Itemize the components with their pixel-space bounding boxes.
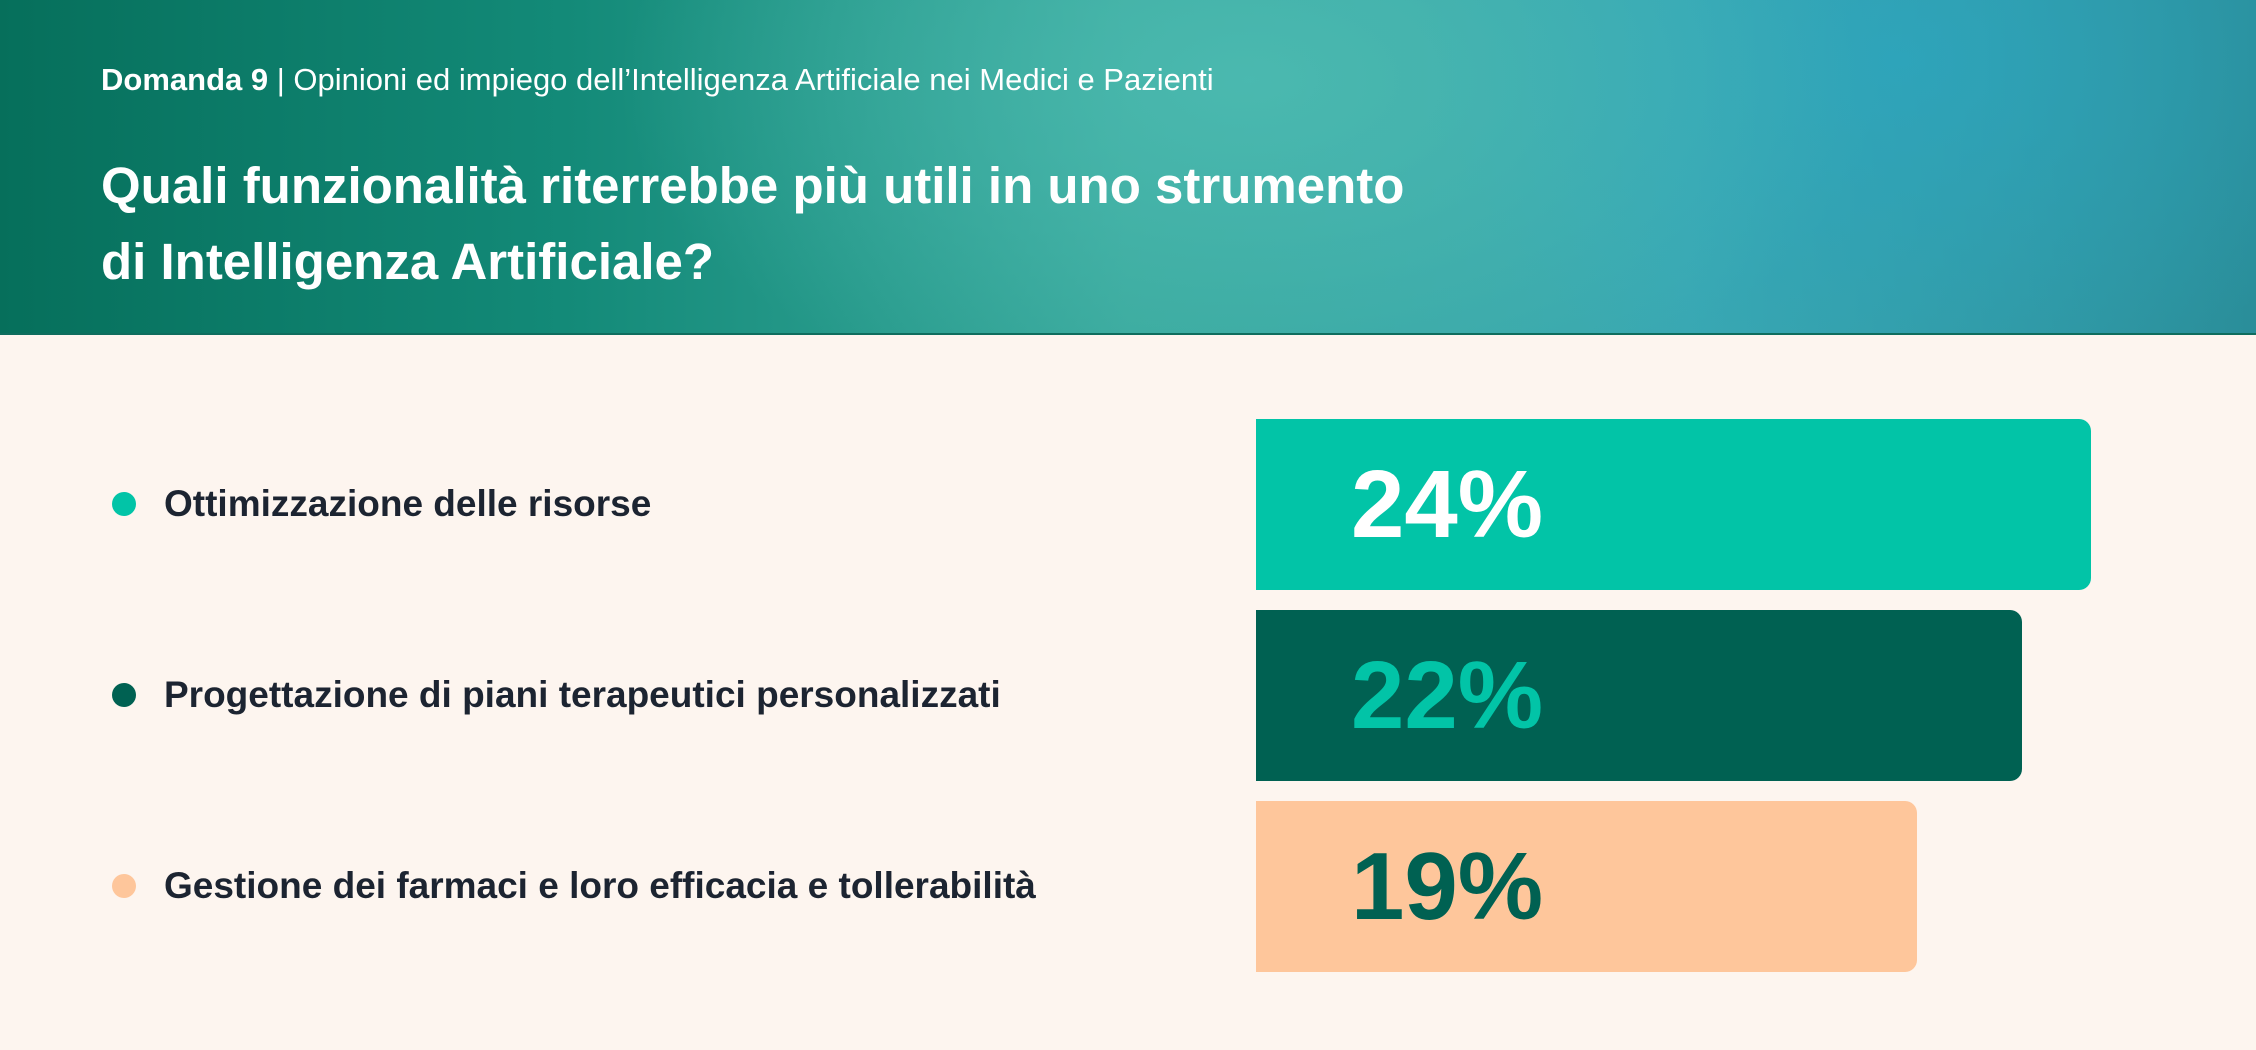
bar-value-label: 22% xyxy=(1351,642,1544,749)
category-label: Ottimizzazione delle risorse xyxy=(164,483,652,524)
header-banner: Domanda 9 | Opinioni ed impiego dell’Int… xyxy=(0,0,2256,335)
title-line-1: Quali funzionalità riterrebbe più utili … xyxy=(101,157,1405,214)
question-number: Domanda 9 xyxy=(101,62,269,97)
bar: 22% xyxy=(1256,610,2022,781)
legend-item: Gestione dei farmaci e loro efficacia e … xyxy=(112,862,1036,910)
legend-dot-icon xyxy=(112,874,136,898)
legend-dot-icon xyxy=(112,492,136,516)
separator: | xyxy=(276,62,285,97)
legend-item: Ottimizzazione delle risorse xyxy=(112,480,651,528)
section-title: Opinioni ed impiego dell’Intelligenza Ar… xyxy=(293,62,1214,97)
category-label: Progettazione di piani terapeutici perso… xyxy=(164,674,1001,715)
category-label: Gestione dei farmaci e loro efficacia e … xyxy=(164,865,1036,906)
title-line-2: di Intelligenza Artificiale? xyxy=(101,233,715,290)
bar: 24% xyxy=(1256,419,2092,590)
legend-dot-icon xyxy=(112,683,136,707)
bar-value-label: 24% xyxy=(1351,451,1544,558)
bar-value-label: 19% xyxy=(1351,833,1544,940)
page-title: Quali funzionalità riterrebbe più utili … xyxy=(101,148,1601,300)
legend-item: Progettazione di piani terapeutici perso… xyxy=(112,671,1001,719)
bar: 19% xyxy=(1256,801,1918,972)
header-kicker: Domanda 9 | Opinioni ed impiego dell’Int… xyxy=(101,62,1214,98)
